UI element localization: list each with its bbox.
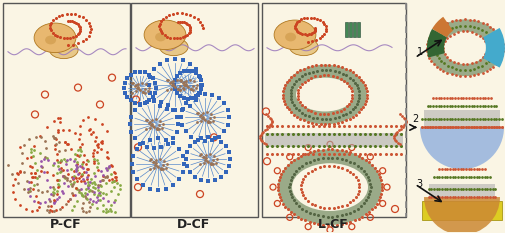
Ellipse shape: [427, 19, 503, 76]
Bar: [3, 3, 130, 217]
Ellipse shape: [274, 20, 316, 50]
Ellipse shape: [296, 78, 354, 111]
Text: D-CF: D-CF: [177, 218, 211, 231]
Bar: [349, 22, 352, 37]
Text: 1: 1: [417, 47, 423, 57]
Ellipse shape: [45, 36, 56, 45]
Wedge shape: [424, 197, 500, 233]
Text: L-CF: L-CF: [318, 218, 348, 231]
Ellipse shape: [292, 163, 368, 211]
Bar: [429, 184, 495, 198]
Ellipse shape: [144, 20, 186, 50]
Wedge shape: [432, 17, 453, 37]
Ellipse shape: [443, 31, 487, 64]
Bar: [424, 110, 500, 127]
Ellipse shape: [155, 33, 166, 41]
Bar: [353, 22, 356, 37]
Bar: [357, 22, 360, 37]
Ellipse shape: [285, 33, 296, 41]
Ellipse shape: [289, 38, 318, 56]
Wedge shape: [420, 127, 504, 169]
Bar: [345, 22, 348, 37]
Text: P-CF: P-CF: [50, 218, 82, 231]
Ellipse shape: [34, 23, 76, 53]
Bar: [131, 3, 258, 217]
Ellipse shape: [160, 38, 188, 56]
Ellipse shape: [283, 65, 367, 124]
Bar: [265, 133, 403, 147]
Text: 3: 3: [416, 179, 422, 189]
Ellipse shape: [278, 149, 382, 225]
Bar: [262, 3, 406, 217]
Wedge shape: [483, 28, 505, 68]
Wedge shape: [427, 29, 447, 58]
Text: 2: 2: [412, 114, 418, 124]
Bar: [422, 201, 502, 220]
Ellipse shape: [49, 41, 78, 59]
